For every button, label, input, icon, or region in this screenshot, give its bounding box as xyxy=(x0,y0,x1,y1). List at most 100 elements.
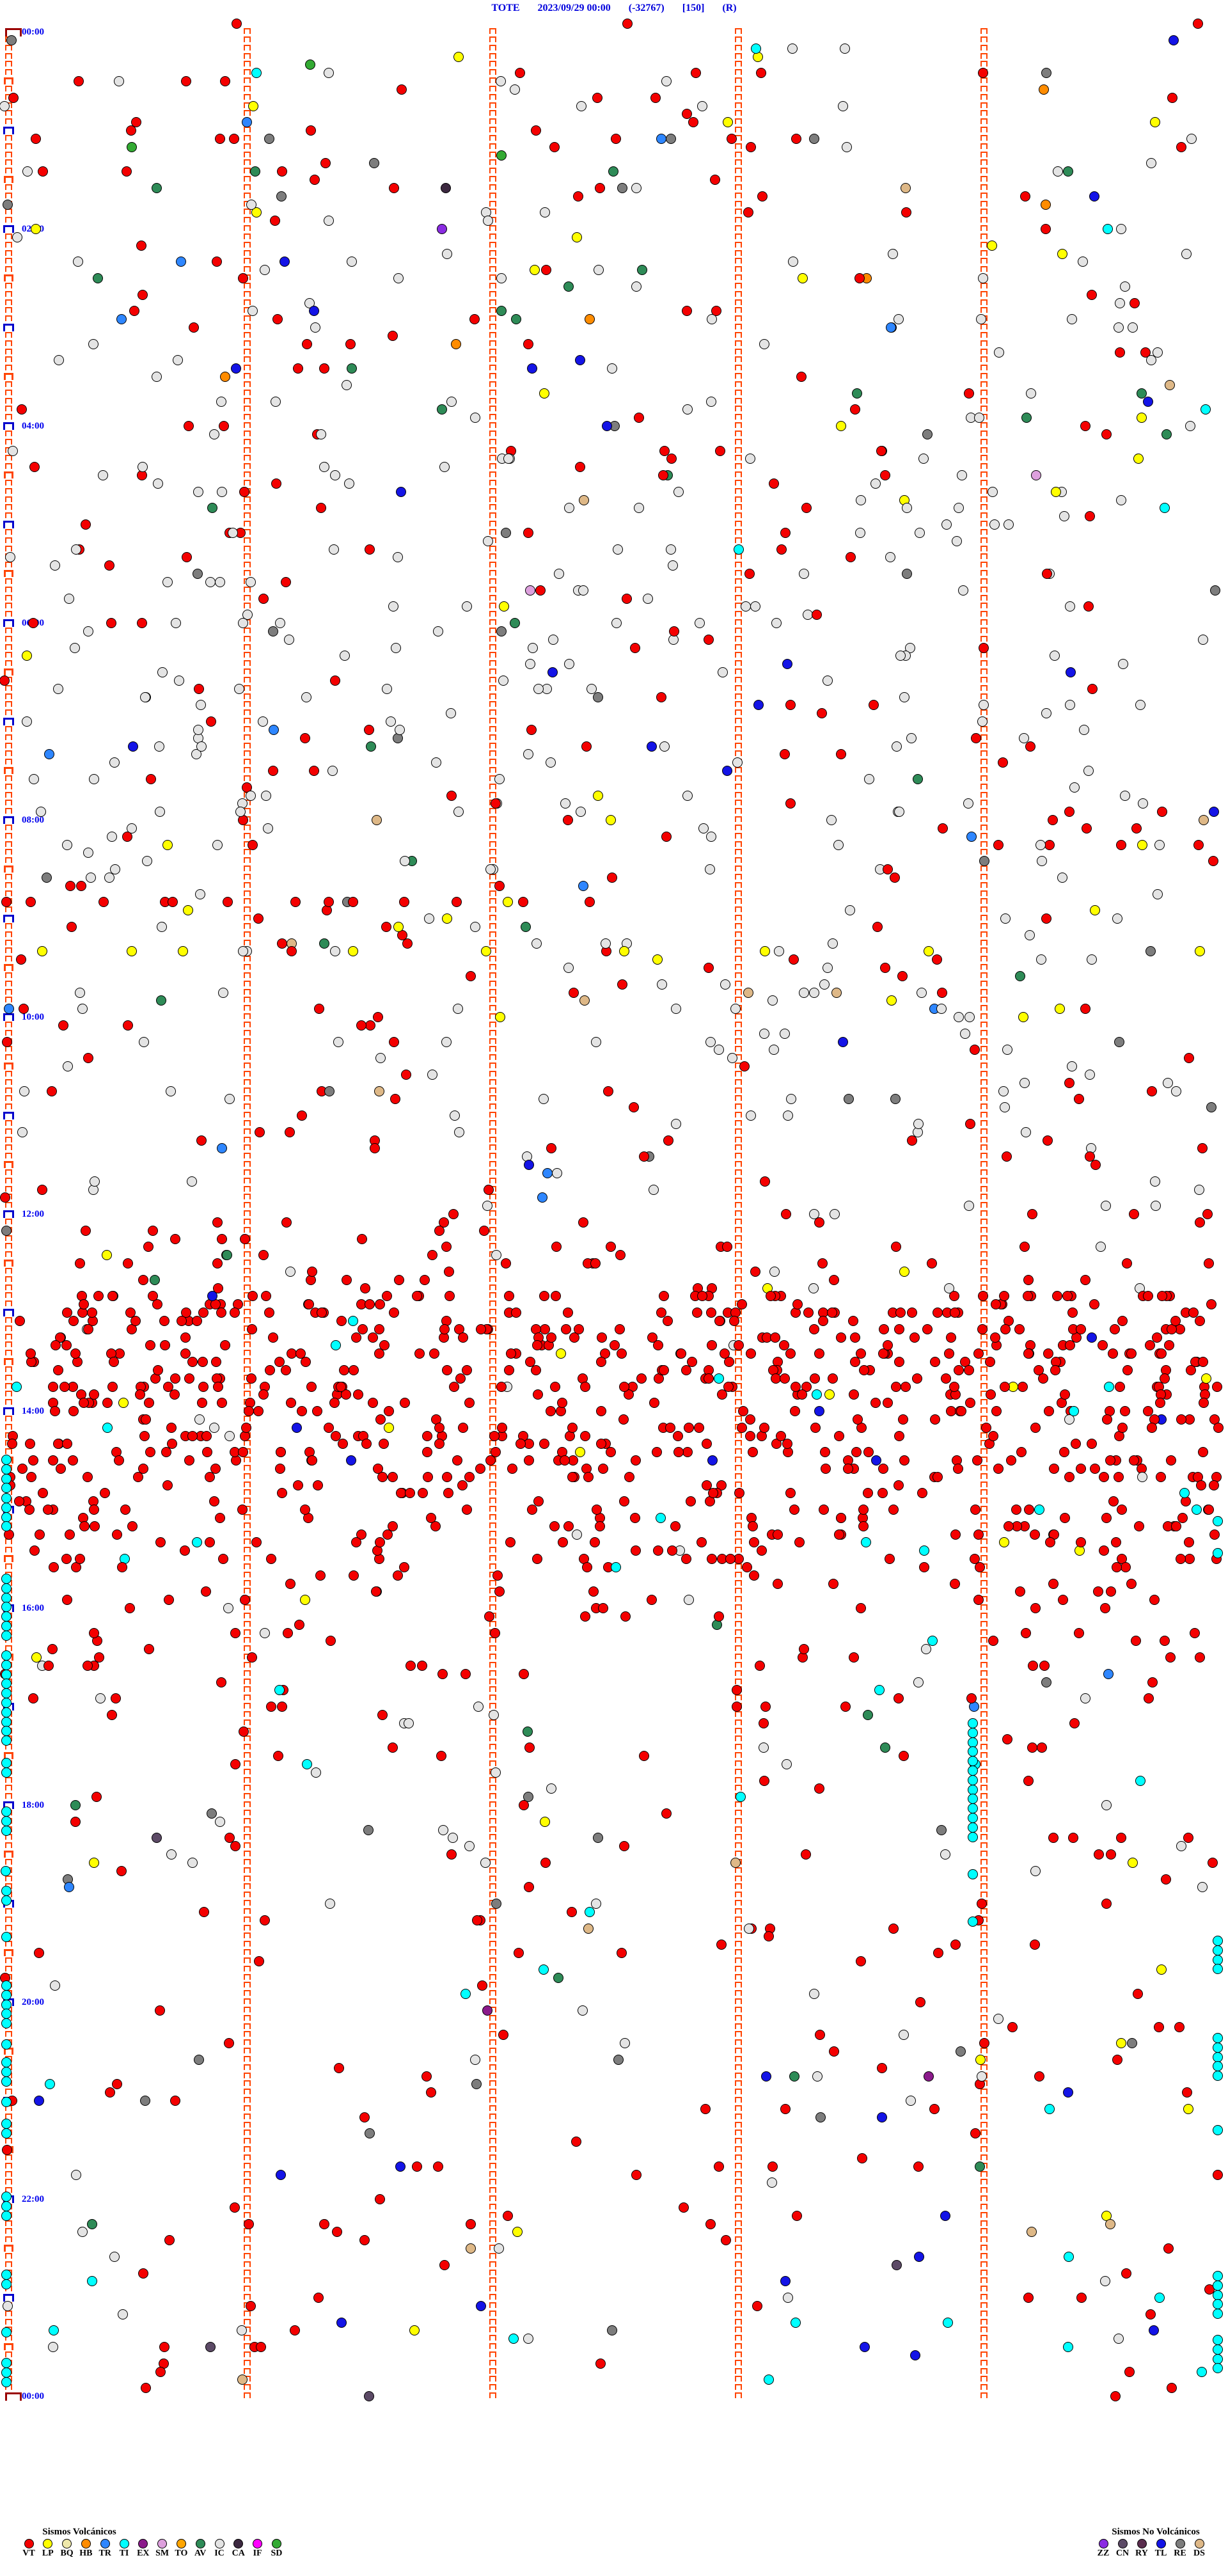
event-dot-vt[interactable] xyxy=(744,569,755,579)
event-dot-ic[interactable] xyxy=(1087,954,1098,965)
event-dot-vt[interactable] xyxy=(893,1324,904,1334)
event-dot-vt[interactable] xyxy=(237,1505,248,1515)
event-dot-ic[interactable] xyxy=(1030,1865,1041,1876)
event-dot-vt[interactable] xyxy=(33,1948,44,1958)
event-dot-ic[interactable] xyxy=(783,2293,794,2303)
event-dot-ic[interactable] xyxy=(259,265,270,276)
event-dot-vt[interactable] xyxy=(336,1315,347,1326)
event-dot-ti[interactable] xyxy=(1,1932,12,1942)
event-dot-ic[interactable] xyxy=(139,1036,150,1047)
event-dot-vt[interactable] xyxy=(858,1521,869,1531)
event-dot-vt[interactable] xyxy=(780,2103,791,2114)
event-dot-vt[interactable] xyxy=(377,1709,388,1720)
event-dot-vt[interactable] xyxy=(1089,1299,1100,1310)
event-dot-re[interactable] xyxy=(267,626,278,636)
event-dot-tl[interactable] xyxy=(275,2169,286,2180)
event-dot-vt[interactable] xyxy=(571,2137,581,2147)
event-dot-tl[interactable] xyxy=(207,1291,218,1302)
event-dot-vt[interactable] xyxy=(999,1291,1010,1302)
event-dot-vt[interactable] xyxy=(734,1488,745,1499)
event-dot-lp[interactable] xyxy=(886,995,897,1006)
event-dot-vt[interactable] xyxy=(135,1389,146,1400)
event-dot-re[interactable] xyxy=(1,1225,12,1236)
event-dot-vt[interactable] xyxy=(682,306,693,317)
event-dot-lp[interactable] xyxy=(442,913,453,924)
event-dot-ti[interactable] xyxy=(1,1895,12,1906)
event-dot-vt[interactable] xyxy=(505,1348,516,1359)
event-dot-vt[interactable] xyxy=(785,700,796,711)
event-dot-av[interactable] xyxy=(149,1274,160,1285)
event-dot-vt[interactable] xyxy=(282,1627,293,1638)
event-dot-vt[interactable] xyxy=(1176,141,1186,152)
event-dot-ic[interactable] xyxy=(4,552,15,563)
event-dot-vt[interactable] xyxy=(858,1505,869,1515)
event-dot-ic[interactable] xyxy=(1101,1800,1112,1810)
event-dot-vt[interactable] xyxy=(274,1357,285,1367)
event-dot-vt[interactable] xyxy=(1049,1463,1060,1474)
event-dot-vt[interactable] xyxy=(524,1882,535,1893)
event-dot-ti[interactable] xyxy=(1,2097,12,2107)
event-dot-ti[interactable] xyxy=(1159,503,1170,514)
event-dot-vt[interactable] xyxy=(707,1554,718,1564)
event-dot-vt[interactable] xyxy=(1098,1545,1109,1556)
event-dot-lp[interactable] xyxy=(162,839,173,850)
event-dot-vt[interactable] xyxy=(67,1455,78,1466)
event-dot-vt[interactable] xyxy=(315,1570,326,1581)
event-dot-vt[interactable] xyxy=(563,1308,574,1318)
event-dot-sd[interactable] xyxy=(305,59,316,70)
event-dot-vt[interactable] xyxy=(31,133,42,144)
event-dot-vt[interactable] xyxy=(1110,2391,1121,2401)
event-dot-vt[interactable] xyxy=(630,1512,641,1523)
event-dot-vt[interactable] xyxy=(1124,2366,1135,2377)
event-dot-re[interactable] xyxy=(1209,585,1220,596)
event-dot-vt[interactable] xyxy=(292,363,303,374)
event-dot-vt[interactable] xyxy=(545,1406,556,1416)
event-dot-ic[interactable] xyxy=(154,741,164,752)
event-dot-ic[interactable] xyxy=(117,2309,128,2319)
event-dot-av[interactable] xyxy=(222,1250,233,1261)
event-dot-ic[interactable] xyxy=(157,667,168,677)
event-dot-vt[interactable] xyxy=(1166,2383,1177,2394)
event-dot-vt[interactable] xyxy=(223,897,233,908)
event-dot-ic[interactable] xyxy=(109,2251,120,2262)
event-dot-vt[interactable] xyxy=(216,1677,227,1687)
event-dot-hb[interactable] xyxy=(1039,84,1050,95)
event-dot-lp[interactable] xyxy=(575,1447,586,1458)
event-dot-ic[interactable] xyxy=(1151,1201,1161,1212)
event-dot-vt[interactable] xyxy=(285,1578,295,1589)
event-dot-vt[interactable] xyxy=(970,2128,980,2139)
event-dot-re[interactable] xyxy=(956,2046,966,2057)
event-dot-vt[interactable] xyxy=(1114,347,1125,358)
event-dot-vt[interactable] xyxy=(1117,1315,1128,1326)
event-dot-vt[interactable] xyxy=(29,1545,40,1556)
event-dot-vt[interactable] xyxy=(663,1135,673,1146)
event-dot-vt[interactable] xyxy=(88,1389,99,1400)
event-dot-vt[interactable] xyxy=(1043,1135,1053,1146)
event-dot-vt[interactable] xyxy=(285,1398,296,1409)
event-dot-ic[interactable] xyxy=(246,576,256,587)
event-dot-vt[interactable] xyxy=(647,1332,657,1343)
event-dot-vt[interactable] xyxy=(75,1258,86,1268)
event-dot-vt[interactable] xyxy=(246,1373,256,1384)
event-dot-ic[interactable] xyxy=(780,1028,791,1039)
event-dot-vt[interactable] xyxy=(1034,2071,1044,2082)
event-dot-vt[interactable] xyxy=(759,1176,770,1187)
event-dot-vt[interactable] xyxy=(78,1299,89,1310)
event-dot-vt[interactable] xyxy=(578,1217,588,1228)
event-dot-hb[interactable] xyxy=(219,372,230,382)
event-dot-ds[interactable] xyxy=(1105,2218,1115,2229)
event-dot-ic[interactable] xyxy=(978,700,989,711)
event-dot-ic[interactable] xyxy=(395,724,405,735)
event-dot-ic[interactable] xyxy=(83,848,93,858)
event-dot-ic[interactable] xyxy=(631,281,642,292)
event-dot-vt[interactable] xyxy=(1099,1471,1110,1482)
event-dot-vt[interactable] xyxy=(532,1554,543,1564)
event-dot-vt[interactable] xyxy=(1002,1734,1012,1745)
event-dot-vt[interactable] xyxy=(1130,297,1140,308)
event-dot-vt[interactable] xyxy=(811,610,822,620)
event-dot-ic[interactable] xyxy=(404,1718,414,1728)
event-dot-tl[interactable] xyxy=(940,2210,950,2221)
event-dot-ti[interactable] xyxy=(1034,1505,1045,1515)
event-dot-vt[interactable] xyxy=(888,1505,899,1515)
event-dot-vt[interactable] xyxy=(61,1595,72,1606)
